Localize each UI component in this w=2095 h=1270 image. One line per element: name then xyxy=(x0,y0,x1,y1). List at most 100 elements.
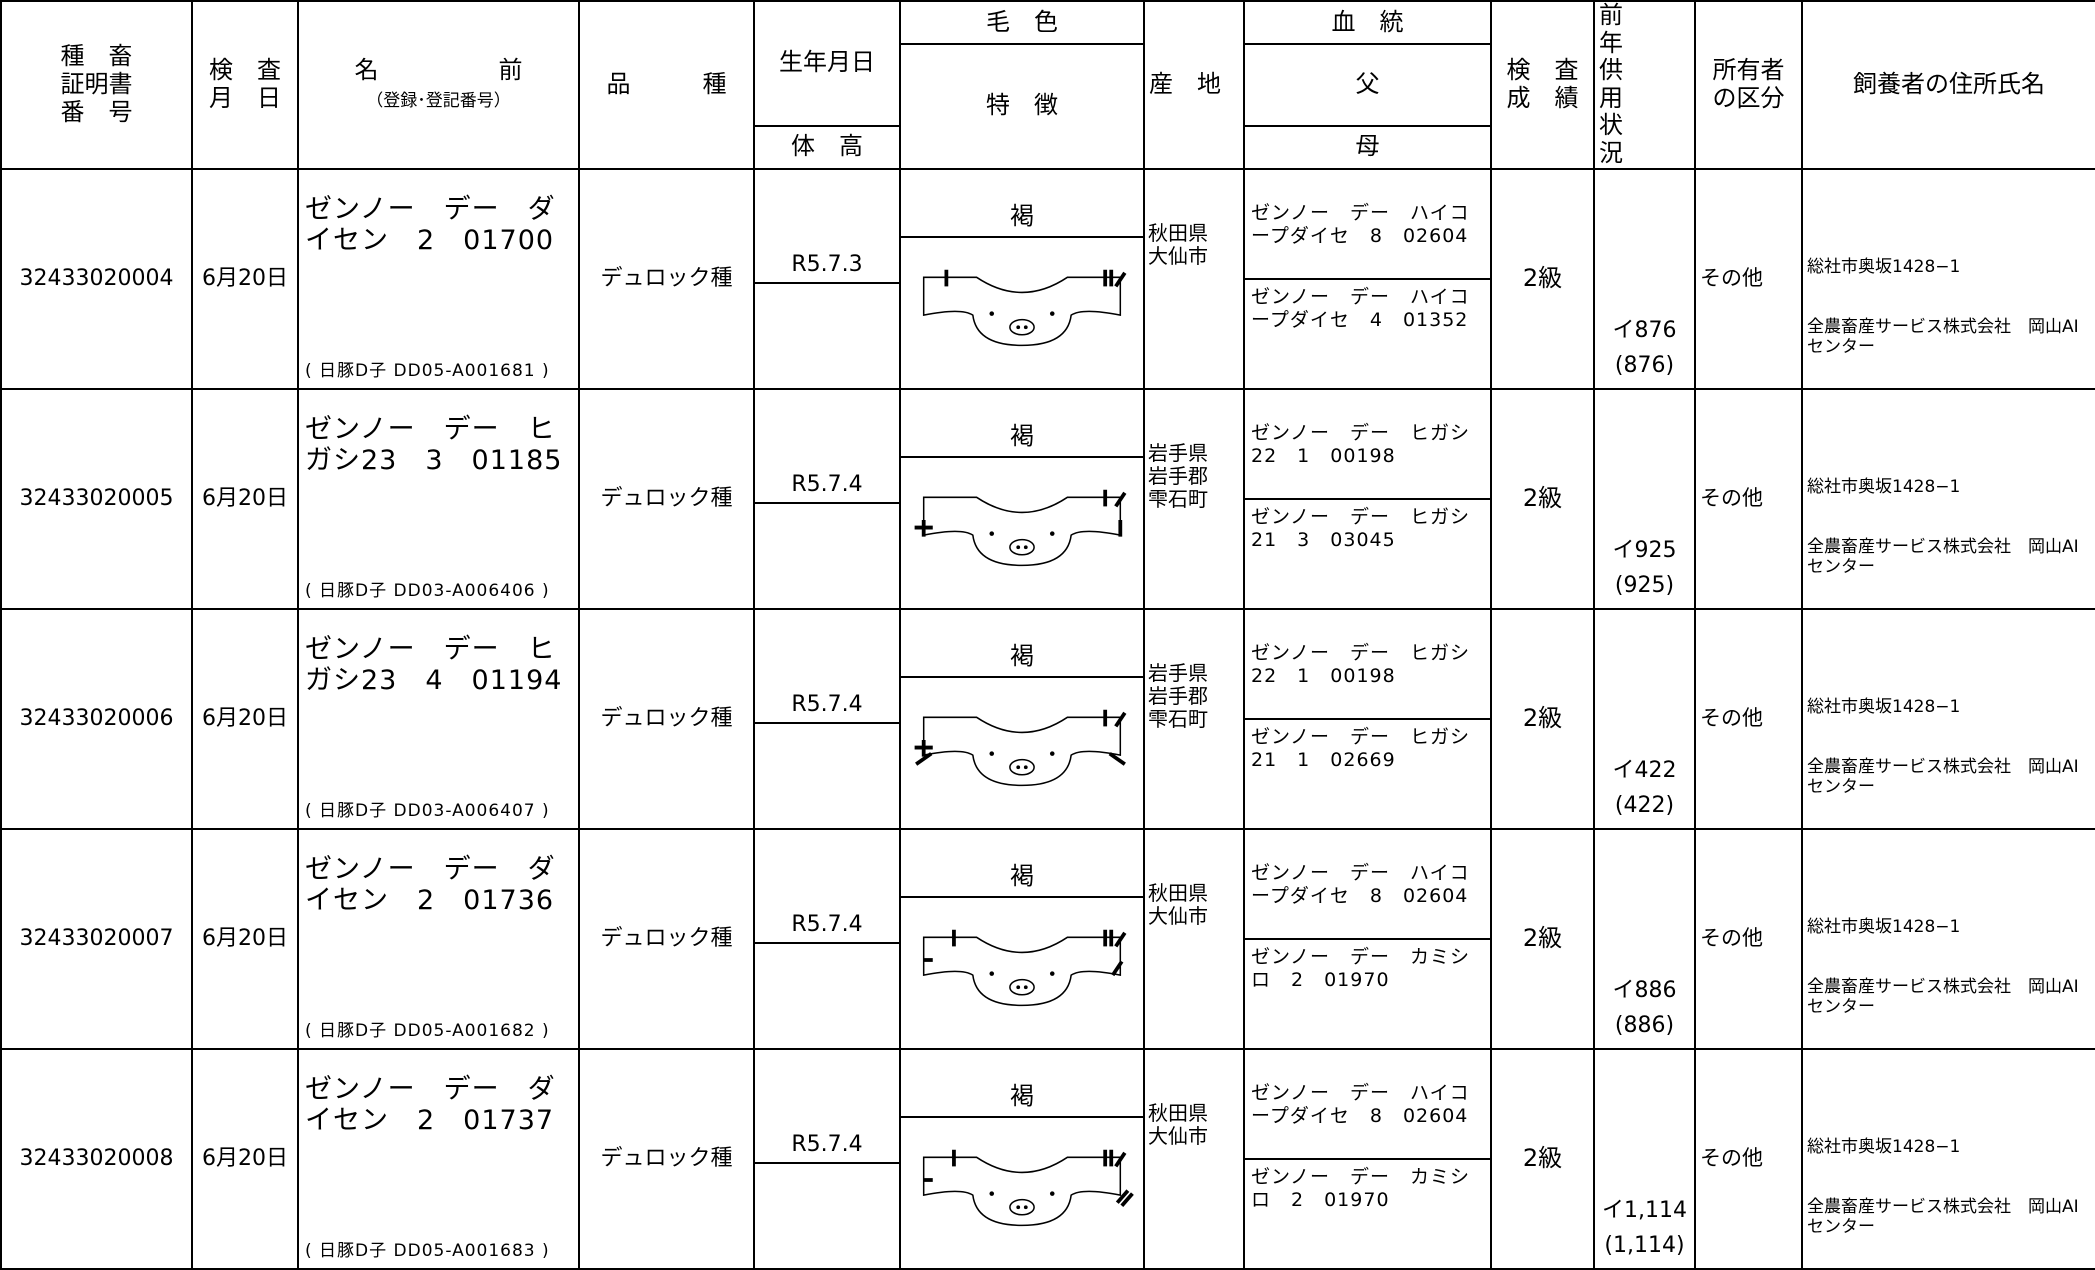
grade: 2級 xyxy=(1490,607,1595,830)
usage-cell: イ886 (886) xyxy=(1593,827,1696,1050)
usage-count: (876) xyxy=(1614,353,1675,379)
table-row: 32433020005 6月20日 ゼンノー デー ヒガシ23 3 01185 ( 日… xyxy=(0,387,2095,610)
pedigree-cell: ゼンノー デー ヒガシ22 1 00198 ゼンノー デー ヒガシ21 1 026… xyxy=(1243,607,1492,830)
breed: デュロック種 xyxy=(578,607,755,830)
birth-cell: R5.7.4 xyxy=(753,387,901,610)
breeder-wrap: 総社市奥坂1428−1 全農畜産サービス株式会社 岡山AIセンター xyxy=(1804,856,2094,1022)
header-cell: 名 前 （登録･登記番号） xyxy=(297,0,580,170)
birth-cell: R5.7.4 xyxy=(753,827,901,1050)
features-cell: 褐 xyxy=(899,167,1145,390)
breeder-cell: 総社市奥坂1428−1 全農畜産サービス株式会社 岡山AIセンター xyxy=(1801,167,2095,390)
registration-number: ( 日豚D子 DD05-A001683 ) xyxy=(305,1241,550,1262)
header-cell: 産 地 xyxy=(1143,0,1245,170)
breeder-address: 総社市奥坂1428−1 xyxy=(1807,476,1961,497)
dam: ゼンノー デー カミシロ 2 01970 xyxy=(1246,1157,1489,1242)
table-row: 32433020007 6月20日 ゼンノー デー ダイセン 2 01736 ( 日豚… xyxy=(0,827,2095,1050)
header-cell: 検 査 成 績 xyxy=(1490,0,1595,170)
registration-number: ( 日豚D子 DD03-A006406 ) xyxy=(305,581,550,602)
pedigree-wrap: ゼンノー デー ハイコープダイセ 8 02604 ゼンノー デー ハイコープダイセ… xyxy=(1246,196,1489,362)
birth-wrap: R5.7.4 xyxy=(756,416,898,582)
usage-cell: イ925 (925) xyxy=(1593,387,1696,610)
breed: デュロック種 xyxy=(578,387,755,610)
animal-name: ゼンノー デー ダイセン 2 01700 xyxy=(305,193,556,256)
usage-cell: イ876 (876) xyxy=(1593,167,1696,390)
cert-number: 32433020005 xyxy=(0,387,193,610)
breeder-address: 総社市奥坂1428−1 xyxy=(1807,916,1961,937)
breed: デュロック種 xyxy=(578,827,755,1050)
pedigree-wrap: ゼンノー デー ハイコープダイセ 8 02604 ゼンノー デー カミシロ 2 0… xyxy=(1246,1076,1489,1242)
header-cell: 母 xyxy=(1243,124,1492,170)
pedigree-wrap: ゼンノー デー ハイコープダイセ 8 02604 ゼンノー デー カミシロ 2 0… xyxy=(1246,856,1489,1022)
usage: イ925 xyxy=(1612,538,1677,564)
registration-number: ( 日豚D子 DD03-A006407 ) xyxy=(305,801,550,822)
inspection-date: 6月20日 xyxy=(191,387,299,610)
registration-number: ( 日豚D子 DD05-A001681 ) xyxy=(305,361,550,382)
inspection-date: 6月20日 xyxy=(191,607,299,830)
birth-date: R5.7.3 xyxy=(756,252,898,284)
owner-type: その他 xyxy=(1694,827,1803,1050)
cert-number: 32433020007 xyxy=(0,827,193,1050)
birth-date: R5.7.4 xyxy=(756,472,898,504)
grade: 2級 xyxy=(1490,1047,1595,1270)
ear-notch-diagram xyxy=(914,709,1127,786)
breeder-wrap: 総社市奥坂1428−1 全農畜産サービス株式会社 岡山AIセンター xyxy=(1804,196,2094,362)
name-cell: ゼンノー デー ヒガシ23 3 01185 ( 日豚D子 DD03-A006406… xyxy=(297,387,580,610)
name-cell: ゼンノー デー ダイセン 2 01737 ( 日豚D子 DD05-A001683 … xyxy=(297,1047,580,1270)
owner-type: その他 xyxy=(1694,167,1803,390)
usage-count: (925) xyxy=(1614,573,1675,599)
usage: イ886 xyxy=(1612,978,1677,1004)
cert-number: 32433020004 xyxy=(0,167,193,390)
header-cell: 種 畜 証明書 番 号 xyxy=(0,0,193,170)
breeder-address: 総社市奥坂1428−1 xyxy=(1807,696,1961,717)
breeder-wrap: 総社市奥坂1428−1 全農畜産サービス株式会社 岡山AIセンター xyxy=(1804,1076,2094,1242)
animal-name: ゼンノー デー ダイセン 2 01736 xyxy=(305,853,556,916)
header-text: 名 前 xyxy=(354,56,523,85)
breeder-cell: 総社市奥坂1428−1 全農畜産サービス株式会社 岡山AIセンター xyxy=(1801,1047,2095,1270)
owner-type: その他 xyxy=(1694,607,1803,830)
usage-cell: イ1,114 (1,114) xyxy=(1593,1047,1696,1270)
birth-wrap: R5.7.3 xyxy=(756,196,898,362)
breeder-wrap: 総社市奥坂1428−1 全農畜産サービス株式会社 岡山AIセンター xyxy=(1804,636,2094,802)
header-cell: 検 査 月 日 xyxy=(191,0,299,170)
coat-color: 褐 xyxy=(902,636,1142,678)
grade: 2級 xyxy=(1490,167,1595,390)
inspection-date: 6月20日 xyxy=(191,827,299,1050)
breeder-name: 全農畜産サービス株式会社 岡山AIセンター xyxy=(1807,537,2079,578)
table-row: 32433020006 6月20日 ゼンノー デー ヒガシ23 4 01194 ( 日… xyxy=(0,607,2095,830)
birth-wrap: R5.7.4 xyxy=(756,1076,898,1242)
pedigree-cell: ゼンノー デー ヒガシ22 1 00198 ゼンノー デー ヒガシ21 3 030… xyxy=(1243,387,1492,610)
dam: ゼンノー デー ヒガシ21 1 02669 xyxy=(1246,717,1489,802)
pedigree-wrap: ゼンノー デー ヒガシ22 1 00198 ゼンノー デー ヒガシ21 1 026… xyxy=(1246,636,1489,802)
origin: 秋田県 大仙市 xyxy=(1143,167,1245,390)
features-cell: 褐 xyxy=(899,607,1145,830)
header-cell: 生年月日 xyxy=(753,0,901,127)
dam: ゼンノー デー カミシロ 2 01970 xyxy=(1246,937,1489,1022)
coat-color: 褐 xyxy=(902,1076,1142,1118)
header-cell: 血 統 xyxy=(1243,0,1492,45)
header-cell: 前 年 供 用 状 況 xyxy=(1593,0,1696,170)
birth-date: R5.7.4 xyxy=(756,912,898,944)
table-body: 32433020004 6月20日 ゼンノー デー ダイセン 2 01700( 日豚… xyxy=(0,167,2095,1270)
breeder-cell: 総社市奥坂1428−1 全農畜産サービス株式会社 岡山AIセンター xyxy=(1801,607,2095,830)
name-cell: ゼンノー デー ダイセン 2 01700 ( 日豚D子 DD05-A001681 … xyxy=(297,167,580,390)
dam: ゼンノー デー ハイコープダイセ 4 01352 xyxy=(1246,277,1489,362)
breed: デュロック種 xyxy=(578,167,755,390)
grade: 2級 xyxy=(1490,387,1595,610)
inspection-date: 6月20日 xyxy=(191,167,299,390)
animal-name: ゼンノー デー ヒガシ23 3 01185 xyxy=(305,413,563,476)
breeder-name: 全農畜産サービス株式会社 岡山AIセンター xyxy=(1807,317,2079,358)
usage: イ422 xyxy=(1612,758,1677,784)
ear-notch-diagram xyxy=(922,929,1127,1006)
usage: イ1,114 xyxy=(1602,1198,1687,1224)
usage-cell: イ422 (422) xyxy=(1593,607,1696,830)
usage-count: (886) xyxy=(1614,1013,1675,1039)
coat-color: 褐 xyxy=(902,416,1142,458)
usage-count: (422) xyxy=(1614,793,1675,819)
pedigree-cell: ゼンノー デー ハイコープダイセ 8 02604 ゼンノー デー カミシロ 2 0… xyxy=(1243,1047,1492,1270)
origin: 岩手県 岩手郡 雫石町 xyxy=(1143,607,1245,830)
name-cell: ゼンノー デー ダイセン 2 01736 ( 日豚D子 DD05-A001682 … xyxy=(297,827,580,1050)
breeder-cell: 総社市奥坂1428−1 全農畜産サービス株式会社 岡山AIセンター xyxy=(1801,827,2095,1050)
owner-type: その他 xyxy=(1694,1047,1803,1270)
